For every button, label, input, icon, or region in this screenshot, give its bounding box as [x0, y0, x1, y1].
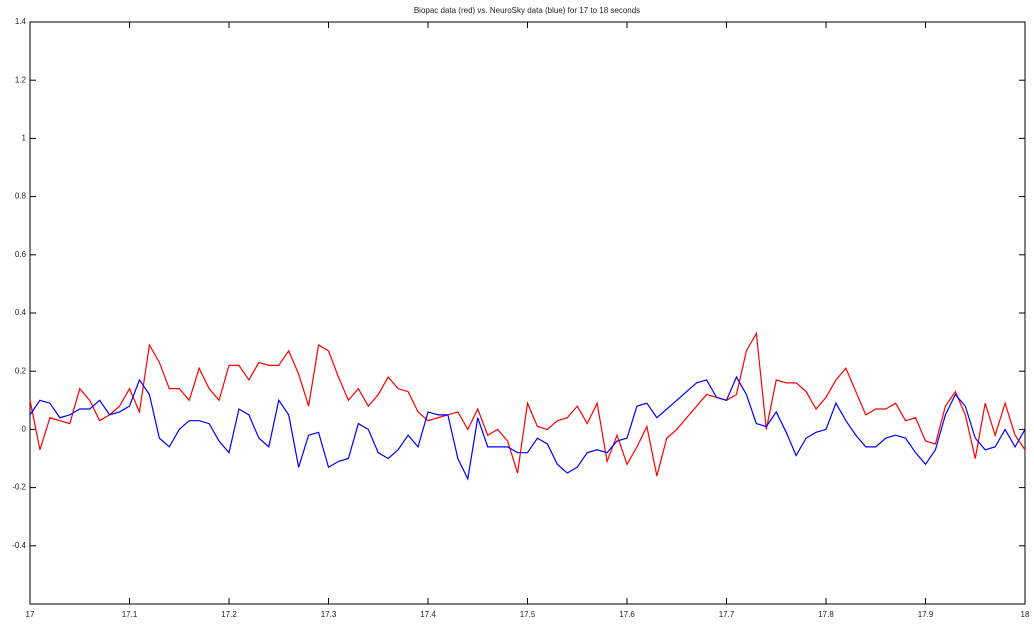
data-line [29, 331, 1026, 477]
y-tick-label: 0.2 [15, 366, 27, 375]
x-tick-label: 17.9 [918, 610, 934, 619]
plot-frame [29, 21, 1026, 605]
y-tick-label: -0.4 [12, 541, 26, 550]
x-tick-label: 17.6 [619, 610, 635, 619]
x-tick-label: 17.2 [221, 610, 237, 619]
y-tick-label: 1.4 [15, 17, 27, 26]
y-tick-label: 0.4 [15, 308, 27, 317]
y-tick-label: 0.8 [15, 192, 27, 201]
y-tick-label: -0.2 [12, 483, 26, 492]
y-tick-label: 1 [22, 134, 27, 143]
x-tick-label: 17.1 [122, 610, 138, 619]
x-tick-label: 17.4 [420, 610, 436, 619]
chart-title: Biopac data (red) vs. NeuroSky data (blu… [414, 6, 640, 15]
y-tick-label: 1.2 [15, 75, 27, 84]
data-line [29, 375, 1026, 481]
x-tick-label: 18 [1021, 610, 1030, 619]
x-tick-label: 17 [26, 610, 35, 619]
x-tick-label: 17.8 [818, 610, 834, 619]
x-tick-label: 17.7 [719, 610, 735, 619]
y-tick-label: 0 [22, 425, 27, 434]
x-tick-label: 17.5 [520, 610, 536, 619]
y-tick-label: 0.6 [15, 250, 27, 259]
x-tick-label: 17.3 [321, 610, 337, 619]
